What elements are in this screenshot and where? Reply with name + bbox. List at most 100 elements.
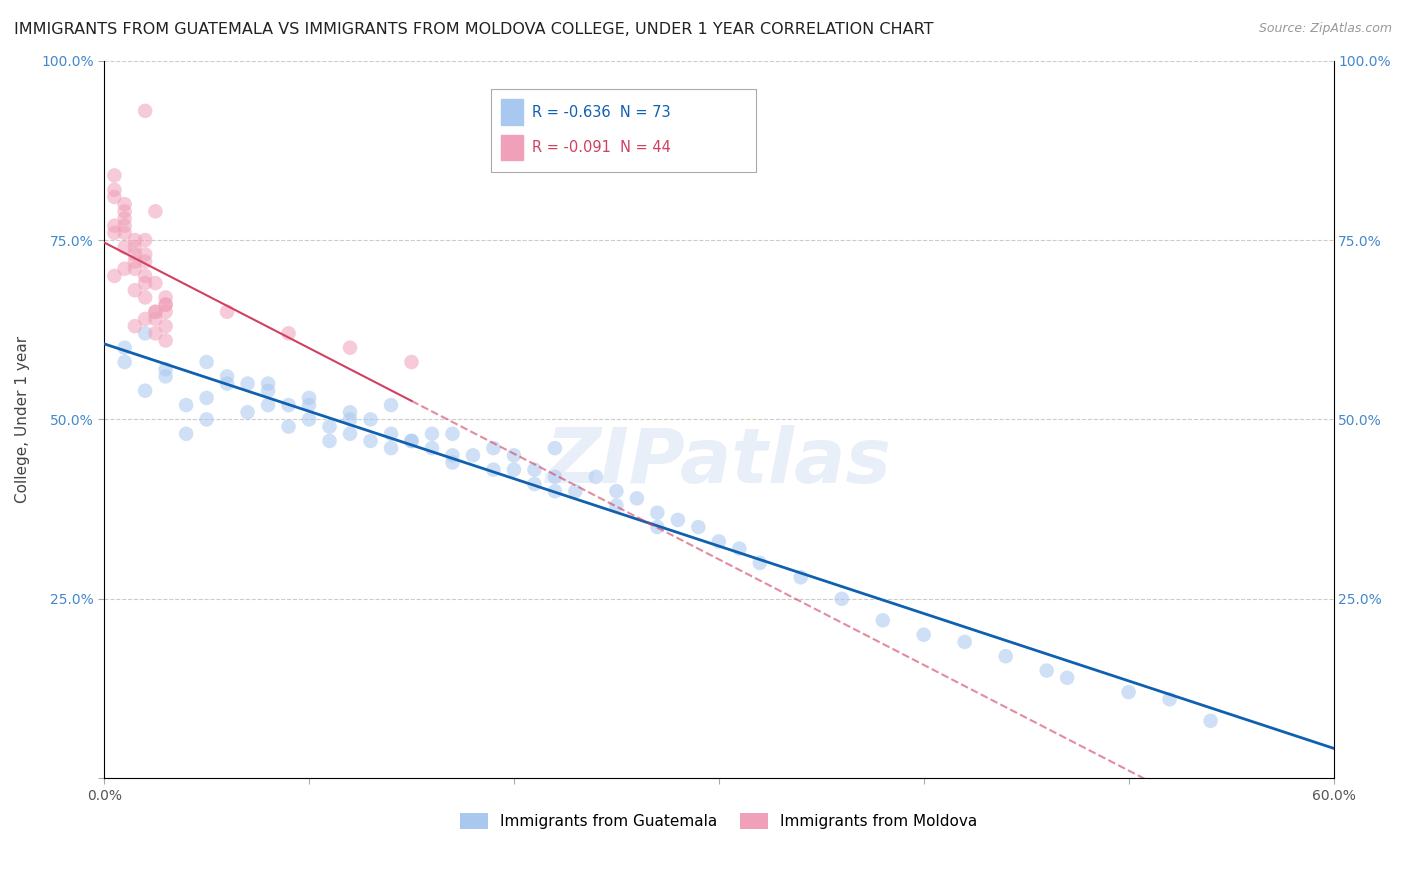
Point <box>114 226 136 240</box>
Point <box>544 441 567 455</box>
Point <box>1159 692 1181 706</box>
Point <box>298 391 321 405</box>
Point <box>277 326 299 341</box>
Point <box>114 261 136 276</box>
Text: ZIPatlas: ZIPatlas <box>546 425 891 500</box>
Point <box>103 183 125 197</box>
Point <box>441 426 464 441</box>
Point <box>195 412 218 426</box>
Point <box>298 398 321 412</box>
Point <box>748 556 770 570</box>
Point <box>647 506 669 520</box>
Point <box>277 398 299 412</box>
Point <box>872 613 894 627</box>
Point <box>257 384 280 398</box>
Legend: Immigrants from Guatemala, Immigrants from Moldova: Immigrants from Guatemala, Immigrants fr… <box>454 807 983 835</box>
Point <box>217 305 239 319</box>
Point <box>155 298 177 312</box>
Point <box>441 455 464 469</box>
Point <box>155 305 177 319</box>
Point <box>145 204 167 219</box>
Point <box>103 226 125 240</box>
Point <box>647 520 669 534</box>
Point <box>1199 714 1222 728</box>
Point <box>174 398 197 412</box>
Point <box>461 448 484 462</box>
Text: R = -0.636  N = 73: R = -0.636 N = 73 <box>531 104 671 120</box>
Point <box>523 477 546 491</box>
Point <box>564 484 586 499</box>
FancyBboxPatch shape <box>492 89 755 172</box>
Point <box>401 355 423 369</box>
Point <box>134 312 156 326</box>
Point <box>124 254 146 268</box>
Point <box>1118 685 1140 699</box>
Point <box>134 290 156 304</box>
Point <box>145 326 167 341</box>
Point <box>155 290 177 304</box>
Point <box>114 219 136 233</box>
Point <box>145 276 167 290</box>
Point <box>1035 664 1057 678</box>
Point <box>114 204 136 219</box>
Point <box>482 441 505 455</box>
Point <box>134 326 156 341</box>
Point <box>790 570 813 584</box>
Point <box>134 233 156 247</box>
Point <box>124 319 146 334</box>
Point <box>103 190 125 204</box>
Point <box>134 276 156 290</box>
Point <box>831 591 853 606</box>
Point <box>103 268 125 283</box>
Point <box>124 240 146 254</box>
Point <box>174 426 197 441</box>
Point <box>401 434 423 448</box>
Point <box>134 103 156 118</box>
Point <box>728 541 751 556</box>
Point <box>544 484 567 499</box>
Point <box>360 434 382 448</box>
Point <box>626 491 648 506</box>
Point <box>103 169 125 183</box>
Point <box>236 405 259 419</box>
Point <box>155 362 177 376</box>
Point <box>217 376 239 391</box>
Point <box>953 635 976 649</box>
Text: R = -0.091  N = 44: R = -0.091 N = 44 <box>531 140 671 155</box>
Text: IMMIGRANTS FROM GUATEMALA VS IMMIGRANTS FROM MOLDOVA COLLEGE, UNDER 1 YEAR CORRE: IMMIGRANTS FROM GUATEMALA VS IMMIGRANTS … <box>14 22 934 37</box>
Point <box>503 463 526 477</box>
Point <box>134 384 156 398</box>
Point <box>912 628 935 642</box>
Point <box>114 211 136 226</box>
Point <box>114 197 136 211</box>
Point <box>155 298 177 312</box>
Point <box>420 441 443 455</box>
Point <box>195 355 218 369</box>
Point <box>1056 671 1078 685</box>
Point <box>441 448 464 462</box>
Point <box>380 398 402 412</box>
Point <box>339 405 361 419</box>
Point <box>134 247 156 261</box>
Point <box>360 412 382 426</box>
Point <box>523 463 546 477</box>
Point <box>339 426 361 441</box>
Point <box>666 513 689 527</box>
Point <box>257 376 280 391</box>
Point <box>401 434 423 448</box>
Point <box>707 534 730 549</box>
Point <box>503 448 526 462</box>
Bar <box>501 99 523 125</box>
Point <box>544 470 567 484</box>
Point <box>482 463 505 477</box>
Point <box>114 341 136 355</box>
Point <box>145 312 167 326</box>
Point <box>145 305 167 319</box>
Point <box>114 240 136 254</box>
Point <box>339 341 361 355</box>
Point <box>605 484 627 499</box>
Point <box>134 254 156 268</box>
Point <box>145 305 167 319</box>
Point <box>688 520 710 534</box>
Point <box>298 412 321 426</box>
